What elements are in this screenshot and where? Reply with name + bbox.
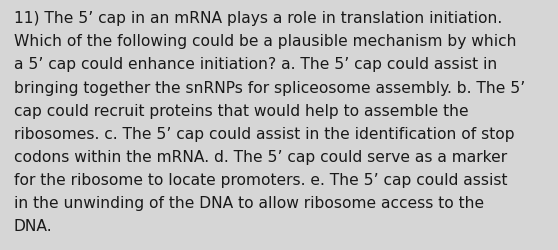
Text: codons within the mRNA. d. The 5’ cap could serve as a marker: codons within the mRNA. d. The 5’ cap co… — [14, 149, 507, 164]
Text: a 5’ cap could enhance initiation? a. The 5’ cap could assist in: a 5’ cap could enhance initiation? a. Th… — [14, 57, 497, 72]
Text: in the unwinding of the DNA to allow ribosome access to the: in the unwinding of the DNA to allow rib… — [14, 195, 484, 210]
Text: cap could recruit proteins that would help to assemble the: cap could recruit proteins that would he… — [14, 103, 469, 118]
Text: 11) The 5’ cap in an mRNA plays a role in translation initiation.: 11) The 5’ cap in an mRNA plays a role i… — [14, 11, 502, 26]
Text: for the ribosome to locate promoters. e. The 5’ cap could assist: for the ribosome to locate promoters. e.… — [14, 172, 507, 187]
Text: DNA.: DNA. — [14, 218, 52, 233]
Text: Which of the following could be a plausible mechanism by which: Which of the following could be a plausi… — [14, 34, 517, 49]
Text: bringing together the snRNPs for spliceosome assembly. b. The 5’: bringing together the snRNPs for spliceo… — [14, 80, 525, 95]
Text: ribosomes. c. The 5’ cap could assist in the identification of stop: ribosomes. c. The 5’ cap could assist in… — [14, 126, 514, 141]
